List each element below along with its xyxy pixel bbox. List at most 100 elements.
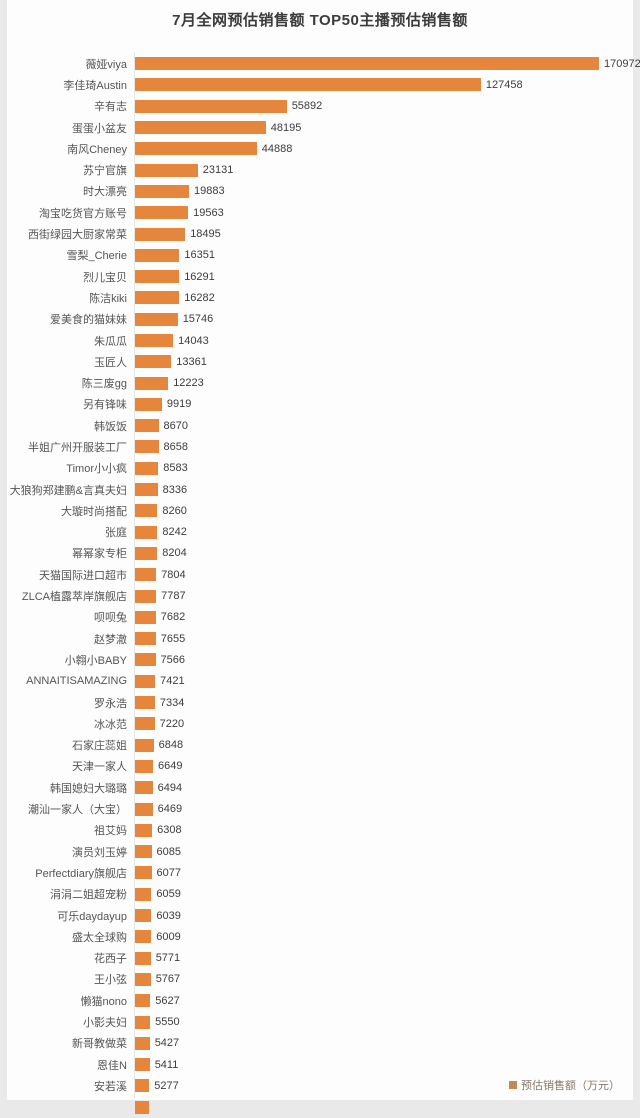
value-label: 8336 xyxy=(162,483,188,496)
bar-track: 23131 xyxy=(135,163,633,177)
bar xyxy=(135,504,158,518)
value-label: 5427 xyxy=(154,1037,180,1050)
bar-row: 恩佳N 5411 xyxy=(7,1054,633,1075)
category-label: 另有锋味 xyxy=(83,399,127,412)
bar-row: 懒猫nono 5627 xyxy=(7,990,633,1011)
category-label: 冰冰范 xyxy=(94,718,127,731)
bar-row: 可乐daydayup 6039 xyxy=(7,905,633,926)
bar xyxy=(135,355,172,369)
category-label: 西街绿园大厨家常菜 xyxy=(28,229,127,242)
bar xyxy=(135,972,151,986)
bar-track: 8336 xyxy=(135,483,633,497)
value-label: 5277 xyxy=(154,1079,179,1092)
value-label: 12223 xyxy=(173,377,204,390)
category-label: 安若溪 xyxy=(94,1080,127,1093)
value-label: 16291 xyxy=(184,270,215,283)
category-label: 花西子 xyxy=(94,953,127,966)
value-label: 15746 xyxy=(182,313,214,326)
legend: 预估销售额（万元） xyxy=(509,1077,620,1093)
category-label: 罗永浩 xyxy=(94,697,127,710)
bar-row: 涓涓二姐超宠粉 6059 xyxy=(7,884,633,905)
bar xyxy=(135,909,152,923)
bar-track: 6059 xyxy=(135,887,633,901)
value-label: 14043 xyxy=(178,334,209,347)
bar xyxy=(135,696,155,710)
category-label: 新哥教做菜 xyxy=(72,1038,127,1051)
value-label: 7566 xyxy=(160,653,185,666)
bar-row: ANNAITISAMAZING 7421 xyxy=(7,671,633,692)
bar-row: ZLCA植露萃岸旗舰店 7787 xyxy=(7,585,633,606)
category-label: 陈洁kiki xyxy=(89,292,127,305)
bar xyxy=(135,589,157,603)
bar-track: 170972 xyxy=(135,57,640,71)
bar-track: 8242 xyxy=(135,525,633,539)
category-label: 韩饭饭 xyxy=(94,420,127,433)
bar xyxy=(135,717,155,731)
bar xyxy=(135,802,153,816)
bar xyxy=(135,1015,151,1029)
category-label: 天津一家人 xyxy=(72,761,127,774)
bar-row: 天猫国际进口超市 7804 xyxy=(7,564,633,585)
category-label: 李佳琦Austin xyxy=(63,79,127,92)
category-label: 盛太全球购 xyxy=(72,931,127,944)
bar-row: 陈三废gg 12223 xyxy=(7,372,633,393)
category-label: 薇娅viya xyxy=(85,58,127,71)
bar-track: 16351 xyxy=(135,248,633,262)
bar-track: 5411 xyxy=(135,1058,633,1072)
bar xyxy=(135,674,156,688)
category-label: 呗呗兔 xyxy=(94,612,127,625)
bar-row: 安若溪 5277 xyxy=(7,1075,633,1096)
value-label: 7220 xyxy=(159,717,185,730)
bar-row: Timor小小疯 8583 xyxy=(7,458,633,479)
bar-row: 幂幂家专柜 8204 xyxy=(7,543,633,564)
value-label: 19883 xyxy=(194,185,225,198)
bar-rows-container: 薇娅viya 170972 李佳琦Austin 127458 辛有志 55892 蛋蛋小盆友… xyxy=(7,53,640,1118)
category-label: 爱美食的猫妹妹 xyxy=(50,314,127,327)
bar-row: 半姐广州开服装工厂 8658 xyxy=(7,436,633,457)
bar xyxy=(135,227,186,241)
bar-row: 花西子 5771 xyxy=(7,947,633,968)
value-label: 18495 xyxy=(190,228,221,241)
bar-row: 淘宝吃货官方账号 19563 xyxy=(7,202,633,223)
category-label: 苏宁官旗 xyxy=(83,165,127,178)
value-label: 6009 xyxy=(156,930,181,943)
bar xyxy=(135,632,156,646)
category-label: 演员刘玉婷 xyxy=(72,846,127,859)
bar-track: 6649 xyxy=(135,759,633,773)
bar xyxy=(135,781,153,795)
value-label: 5411 xyxy=(154,1058,179,1071)
bar-row: 新哥教做菜 5427 xyxy=(7,1033,633,1054)
value-label: 6848 xyxy=(158,739,184,752)
value-label: 5627 xyxy=(155,994,180,1007)
bar xyxy=(135,525,158,539)
bar-row: 冰冰范 7220 xyxy=(7,713,633,734)
bar-row: 陈洁kiki 16282 xyxy=(7,287,633,308)
value-label: 16351 xyxy=(184,249,215,262)
category-label: 赵梦澈 xyxy=(94,633,127,646)
bar-row: 赵梦澈 7655 xyxy=(7,628,633,649)
bar-track: 5627 xyxy=(135,994,633,1008)
bar-track: 7334 xyxy=(135,696,633,710)
value-label: 6077 xyxy=(156,866,181,879)
bar-track: 7421 xyxy=(135,674,633,688)
bar-row: 韩饭饭 8670 xyxy=(7,415,633,436)
bar-track: 8658 xyxy=(135,440,633,454)
bar-track: 6039 xyxy=(135,909,633,923)
bar xyxy=(135,930,152,944)
bar-row: 大狼狗郑建鹏&言真夫妇 8336 xyxy=(7,479,633,500)
bar xyxy=(135,440,159,454)
bar xyxy=(135,291,180,305)
bar-row: 韩国媳妇大璐璐 6494 xyxy=(7,777,633,798)
bar-row: 王小弦 5767 xyxy=(7,969,633,990)
category-label: 幂幂家专柜 xyxy=(72,548,127,561)
bar-row: 石家庄蕊姐 6848 xyxy=(7,735,633,756)
bar-track: 16291 xyxy=(135,270,633,284)
bar xyxy=(135,419,159,433)
bar-track: 6848 xyxy=(135,738,633,752)
bar-row: 朱瓜瓜 14043 xyxy=(7,330,633,351)
category-label: 恩佳N xyxy=(97,1059,127,1072)
bar-row: 盛太全球购 6009 xyxy=(7,926,633,947)
bar-track: 6308 xyxy=(135,823,633,837)
legend-swatch-icon xyxy=(509,1081,517,1089)
value-label: 6649 xyxy=(158,760,183,773)
